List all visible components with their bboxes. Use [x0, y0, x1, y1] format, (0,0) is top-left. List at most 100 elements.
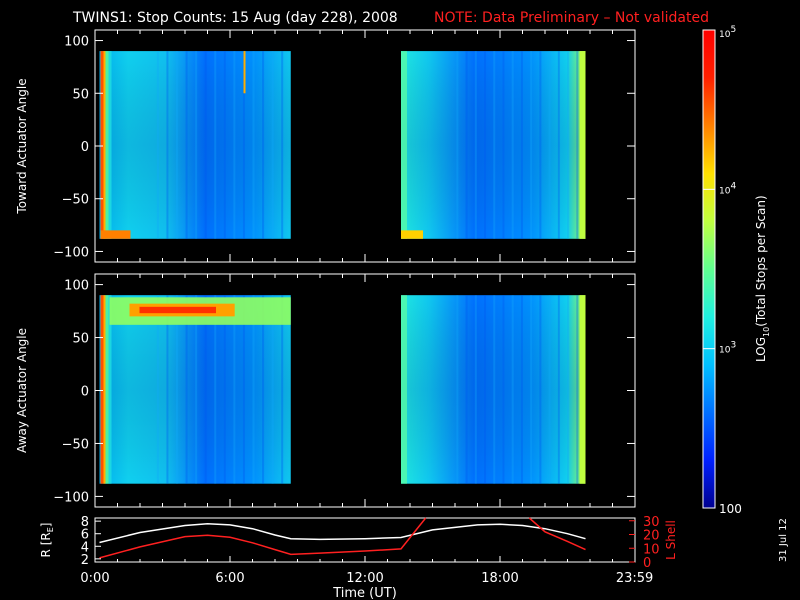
warm-column	[105, 295, 109, 484]
heatmap-streak	[520, 51, 523, 239]
heatmap-streak	[557, 51, 560, 239]
heatmap-streak	[484, 51, 487, 239]
heatmap-streak	[214, 295, 217, 484]
heatmap-streak	[281, 51, 284, 239]
colorbar-tick-base: 10	[719, 186, 731, 196]
colorbar-tick-label: 100	[719, 502, 742, 516]
heatmap-streak	[271, 295, 274, 484]
heatmap-streak	[242, 295, 245, 484]
hot-column	[100, 295, 104, 484]
colorbar-label-sub: 10	[762, 327, 771, 337]
heatmap-streak	[465, 51, 468, 239]
heatmap-streak	[252, 51, 255, 239]
colorbar-gradient	[702, 29, 716, 509]
r-distance-line	[99, 522, 586, 544]
heatmap-streak	[233, 51, 236, 239]
heatmap-streak	[520, 295, 523, 484]
warm-column	[103, 51, 106, 239]
x-tick-label: 18:00	[481, 571, 518, 586]
colorbar-label-main: LOG	[754, 337, 768, 362]
warm-column	[105, 51, 109, 239]
colorbar-tick-base: 100	[719, 502, 742, 516]
heatmap-streak	[548, 295, 551, 484]
colorbar-tick-exp: 5	[730, 25, 736, 35]
warm-column	[579, 295, 586, 484]
heatmap-streak	[493, 51, 496, 239]
heatmap-streak	[223, 51, 226, 239]
y-axis-label-left-sub: E	[46, 527, 55, 532]
y-tick-label: 100	[64, 35, 89, 50]
heatmap-shading	[99, 51, 291, 239]
heatmap-streak	[474, 51, 477, 239]
heatmap-streak	[493, 295, 496, 484]
x-tick-label: 12:00	[346, 571, 383, 586]
heatmap-streak	[176, 51, 178, 239]
orbit-frame	[94, 517, 636, 563]
heatmap-streak	[530, 51, 533, 239]
heatmap-streak	[195, 51, 198, 239]
heatmap-streak	[262, 51, 265, 239]
l-shell-line	[528, 517, 586, 551]
heatmap-streak	[502, 295, 505, 484]
x-tick-label: 23:59	[616, 571, 653, 586]
heatmap-streak	[271, 51, 274, 239]
colorbar-tick-label: 105	[719, 25, 736, 40]
heatmap-streak	[567, 295, 570, 484]
y-tick-label: −50	[62, 437, 89, 452]
heatmap-streak	[252, 295, 255, 484]
away-actuator-panel: 100 50 0 −50 −100 Away Actuator Angle	[15, 273, 636, 508]
y-tick-label: −50	[62, 193, 89, 208]
y-tick-label-left: 4	[81, 540, 89, 555]
warm-column	[103, 295, 106, 484]
warm-column	[401, 295, 407, 484]
colorbar-tick-exp: 3	[730, 341, 736, 351]
heatmap-shading	[401, 295, 586, 484]
y-axis-label-left-end: ]	[39, 523, 53, 528]
heatmap-streak	[185, 295, 188, 484]
heatmap-streak	[185, 51, 188, 239]
heatmap-streak	[576, 51, 579, 239]
heatmap-streak	[281, 295, 284, 484]
y-tick-label-left: 2	[81, 553, 89, 568]
heatmap-streak	[195, 295, 198, 484]
heatmap-shading	[99, 295, 291, 484]
heatmap-streak	[548, 51, 551, 239]
hot-column	[100, 51, 104, 239]
heatmap-streak	[567, 51, 570, 239]
heatmap-streak	[156, 295, 159, 484]
colorbar-tick-label: 103	[719, 341, 736, 356]
warm-column	[108, 51, 112, 239]
y-axis-label-left-main: R [R	[39, 532, 53, 557]
heatmap-streak	[242, 51, 245, 239]
heatmap-streak	[502, 51, 505, 239]
heatmap-shading	[401, 51, 586, 239]
y-axis-label-right: L Shell	[664, 520, 678, 560]
y-axis-label: Away Actuator Angle	[15, 328, 29, 453]
y-tick-label: 50	[72, 332, 89, 347]
y-tick-label: −100	[53, 490, 89, 505]
y-tick-label: −100	[53, 245, 89, 260]
x-tick-label: 0:00	[80, 571, 109, 586]
y-axis-label-left: R [RE]	[39, 523, 55, 558]
heatmap-streak	[223, 295, 226, 484]
heatmap-streak	[262, 295, 265, 484]
heatmap-streak	[539, 51, 542, 239]
y-tick-label: 100	[64, 279, 89, 294]
l-shell-line	[99, 517, 427, 559]
y-tick-label-left: 6	[81, 528, 89, 543]
heatmap-streak	[484, 295, 487, 484]
y-axis-label: Toward Actuator Angle	[15, 78, 29, 214]
heatmap-streak	[176, 295, 178, 484]
toward-actuator-panel: 100 50 0 −50 −100 Toward Actuator Angle	[15, 29, 636, 263]
hot-streak	[243, 51, 246, 94]
y-tick-label-right: 30	[643, 515, 660, 530]
heatmap-streak	[156, 51, 159, 239]
heatmap-streak	[456, 295, 459, 484]
heatmap-streak	[456, 51, 459, 239]
colorbar-tick-base: 10	[719, 30, 731, 40]
x-axis-label: Time (UT)	[332, 586, 397, 600]
heatmap-streak	[576, 295, 579, 484]
